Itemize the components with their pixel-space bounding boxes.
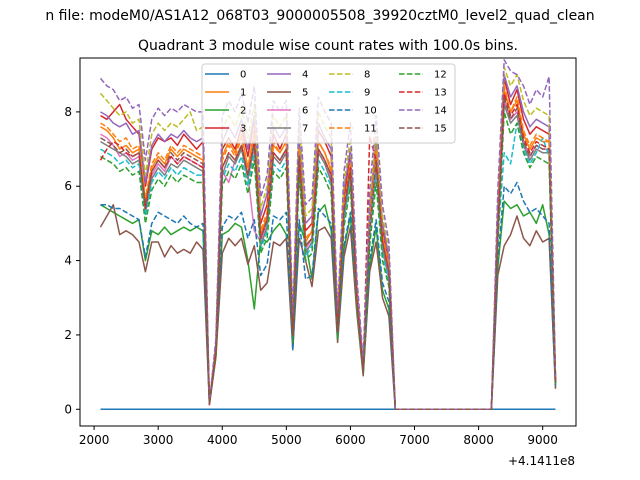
legend-label: 0 — [240, 70, 246, 81]
series-line-10 — [100, 181, 557, 411]
legend-label: 4 — [302, 70, 308, 81]
legend-item-0[interactable]: 0 — [205, 70, 246, 81]
y-axis: 0 2 4 6 8 — [64, 105, 80, 416]
legend-box — [201, 63, 456, 144]
legend-item-7[interactable]: 7 — [267, 124, 308, 135]
series-line-6 — [100, 99, 557, 411]
chart-title: Quadrant 3 module wise count rates with … — [138, 38, 518, 54]
legend-item-5[interactable]: 5 — [267, 88, 308, 99]
legend-label: 7 — [302, 124, 308, 135]
legend-label: 11 — [364, 124, 377, 135]
legend-label: 3 — [240, 124, 246, 135]
legend-item-8[interactable]: 8 — [329, 70, 370, 81]
legend-label: 13 — [434, 88, 447, 99]
x-tick-label: 6000 — [335, 433, 366, 447]
x-tick-label: 8000 — [463, 433, 494, 447]
legend-label: 15 — [434, 124, 447, 135]
legend-label: 1 — [240, 88, 246, 99]
axes-frame — [79, 57, 577, 427]
legend-label: 14 — [434, 106, 447, 117]
legend-item-15[interactable]: 15 — [399, 124, 447, 135]
legend-item-11[interactable]: 11 — [329, 124, 377, 135]
legend-item-4[interactable]: 4 — [267, 70, 308, 81]
legend-item-13[interactable]: 13 — [399, 88, 447, 99]
legend-item-1[interactable]: 1 — [205, 88, 246, 99]
y-tick-label: 0 — [64, 402, 72, 416]
x-axis-offset-label: +4.1411e8 — [508, 454, 575, 468]
series-line-9 — [100, 122, 557, 411]
legend-label: 5 — [302, 88, 308, 99]
legend-label: 12 — [434, 70, 447, 81]
x-tick-label: 5000 — [271, 433, 302, 447]
legend-label: 9 — [364, 88, 370, 99]
y-tick-label: 2 — [64, 328, 72, 342]
x-tick-label: 3000 — [143, 433, 174, 447]
legend-label: 8 — [364, 70, 370, 81]
legend-item-14[interactable]: 14 — [399, 106, 447, 117]
legend-item-10[interactable]: 10 — [329, 106, 377, 117]
y-tick-label: 8 — [64, 105, 72, 119]
legend-item-9[interactable]: 9 — [329, 88, 370, 99]
legend-item-12[interactable]: 12 — [399, 70, 447, 81]
x-tick-label: 4000 — [207, 433, 238, 447]
x-tick-label: 7000 — [399, 433, 430, 447]
figure-suptitle: n file: modeM0/AS1A12_068T03_9000005508_… — [45, 8, 594, 24]
legend-item-3[interactable]: 3 — [205, 124, 246, 135]
legend-item-2[interactable]: 2 — [205, 106, 246, 117]
x-tick-label: 9000 — [527, 433, 558, 447]
legend-label: 6 — [302, 106, 308, 117]
legend-label: 10 — [364, 106, 377, 117]
x-axis: 2000 3000 4000 5000 6000 7000 8000 9000 — [79, 426, 558, 447]
y-tick-label: 4 — [64, 254, 72, 268]
series-line-5 — [99, 204, 557, 411]
series-line-15 — [100, 96, 557, 411]
legend-label: 2 — [240, 106, 246, 117]
x-tick-label: 2000 — [79, 433, 110, 447]
y-tick-label: 6 — [64, 179, 72, 193]
legend-item-6[interactable]: 6 — [267, 106, 308, 117]
